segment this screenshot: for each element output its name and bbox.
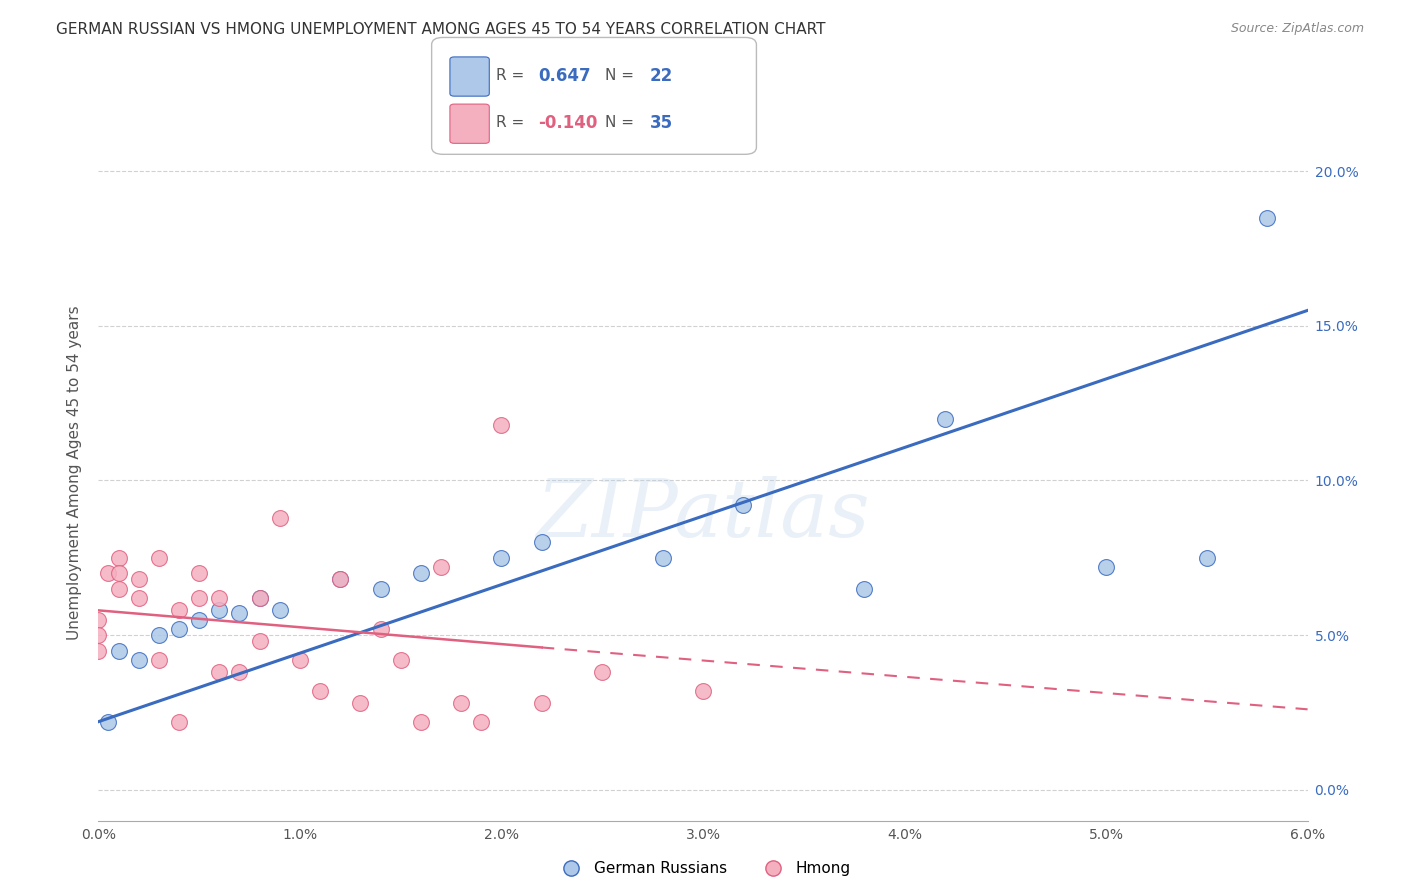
Point	[370, 582, 392, 596]
Point	[188, 591, 211, 605]
Legend: German Russians, Hmong: German Russians, Hmong	[550, 855, 856, 882]
Point	[1256, 211, 1278, 225]
Point	[167, 603, 190, 617]
Text: R =: R =	[496, 115, 530, 130]
Text: N =: N =	[605, 68, 638, 83]
Point	[491, 550, 513, 565]
Point	[188, 613, 211, 627]
Point	[228, 665, 250, 680]
Y-axis label: Unemployment Among Ages 45 to 54 years: Unemployment Among Ages 45 to 54 years	[67, 305, 83, 640]
Point	[97, 566, 120, 581]
Point	[87, 643, 110, 657]
Point	[409, 714, 432, 729]
Text: 35: 35	[650, 114, 672, 132]
Point	[249, 634, 271, 648]
Point	[530, 696, 553, 710]
Text: 22: 22	[650, 67, 673, 85]
Point	[470, 714, 492, 729]
Point	[591, 665, 613, 680]
Point	[107, 566, 129, 581]
Point	[329, 573, 352, 587]
Point	[651, 550, 673, 565]
Text: R =: R =	[496, 68, 530, 83]
Point	[148, 628, 170, 642]
Point	[228, 607, 250, 621]
Text: 0.647: 0.647	[538, 67, 591, 85]
Point	[269, 603, 291, 617]
Point	[491, 417, 513, 432]
Text: N =: N =	[605, 115, 638, 130]
Point	[249, 591, 271, 605]
Point	[128, 573, 150, 587]
Point	[107, 550, 129, 565]
Point	[87, 628, 110, 642]
Point	[430, 560, 453, 574]
Point	[87, 613, 110, 627]
Point	[167, 714, 190, 729]
Point	[934, 411, 956, 425]
Point	[208, 591, 231, 605]
Point	[288, 653, 311, 667]
Point	[128, 653, 150, 667]
Point	[329, 573, 352, 587]
Point	[148, 550, 170, 565]
Point	[733, 498, 755, 512]
Text: -0.140: -0.140	[538, 114, 598, 132]
Point	[349, 696, 371, 710]
Point	[128, 591, 150, 605]
Point	[269, 510, 291, 524]
Text: ZIPatlas: ZIPatlas	[536, 475, 870, 553]
Point	[107, 582, 129, 596]
Point	[370, 622, 392, 636]
Point	[1195, 550, 1218, 565]
Point	[97, 714, 120, 729]
Point	[309, 683, 332, 698]
Point	[389, 653, 412, 667]
Point	[167, 622, 190, 636]
Point	[188, 566, 211, 581]
Point	[530, 535, 553, 549]
Point	[1095, 560, 1118, 574]
Point	[208, 665, 231, 680]
Point	[208, 603, 231, 617]
Point	[853, 582, 876, 596]
Point	[249, 591, 271, 605]
Text: Source: ZipAtlas.com: Source: ZipAtlas.com	[1230, 22, 1364, 36]
Point	[148, 653, 170, 667]
Text: GERMAN RUSSIAN VS HMONG UNEMPLOYMENT AMONG AGES 45 TO 54 YEARS CORRELATION CHART: GERMAN RUSSIAN VS HMONG UNEMPLOYMENT AMO…	[56, 22, 825, 37]
Point	[692, 683, 714, 698]
Point	[107, 643, 129, 657]
Point	[409, 566, 432, 581]
Point	[450, 696, 472, 710]
